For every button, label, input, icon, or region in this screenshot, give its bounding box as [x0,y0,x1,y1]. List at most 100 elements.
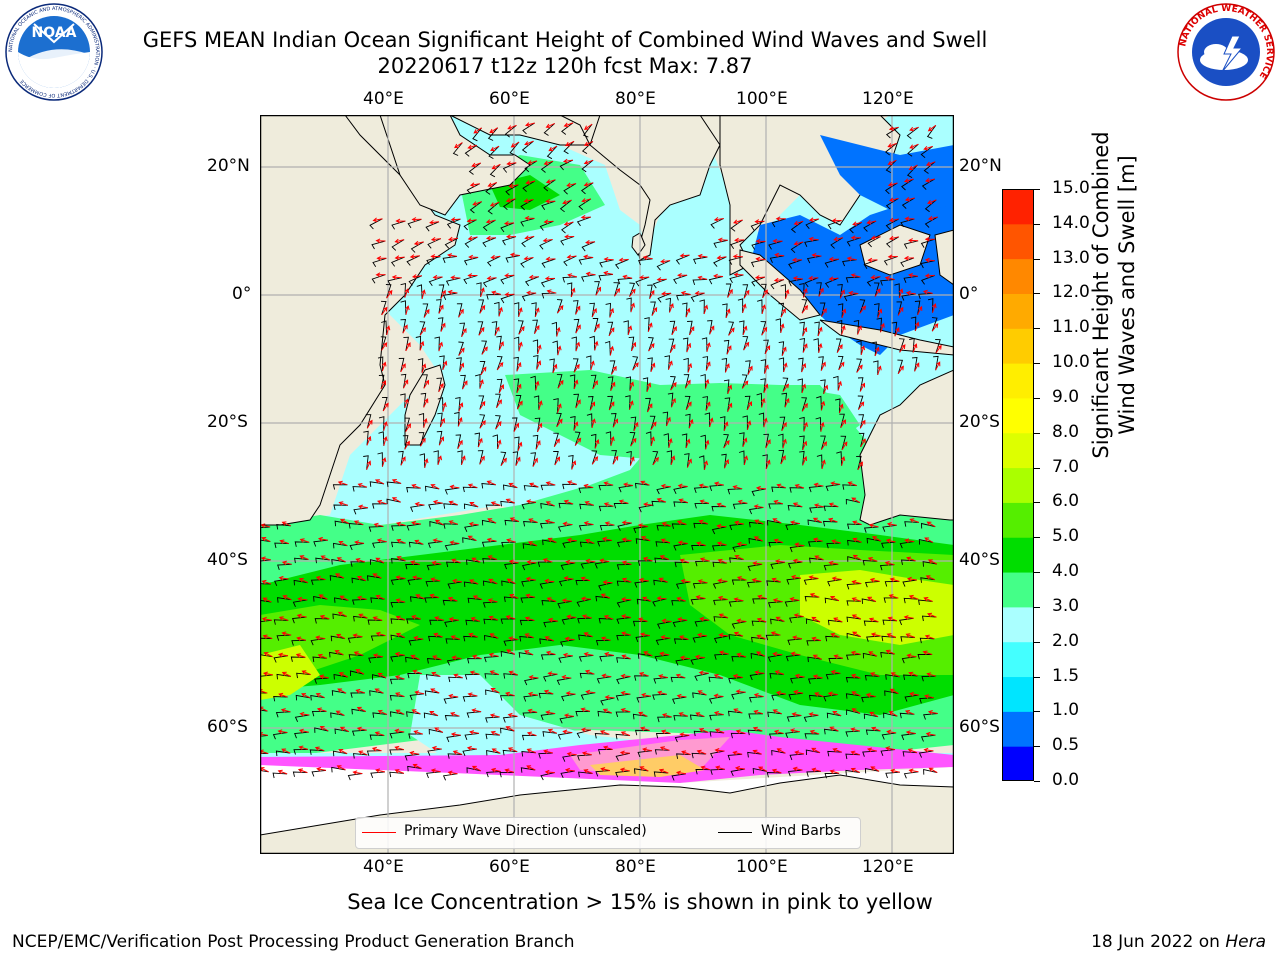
wind-barb [766,772,782,778]
wind-barb [723,379,730,394]
wave-direction-arrow [723,421,729,431]
wind-barb [391,525,406,531]
wind-barb [770,279,785,290]
wind-barb [260,559,271,562]
wind-barb [788,259,803,269]
wave-direction-arrow [561,598,572,603]
wind-barb [331,766,346,773]
wind-barb [713,599,728,606]
wave-direction-arrow [600,767,611,772]
wave-direction-arrow [423,379,430,389]
wave-direction-arrow [466,745,477,751]
wave-direction-arrow [580,576,591,582]
graticule [260,115,954,854]
wave-direction-arrow [773,277,784,283]
wind-barb [885,198,899,210]
wave-direction-arrow [751,578,762,583]
wind-barb [617,522,632,531]
wind-barb [896,301,903,316]
wave-direction-arrow [336,557,346,563]
wind-barb [350,561,365,567]
wind-barb [427,238,441,249]
colorbar-segment [1002,189,1034,225]
wind-barb [390,578,406,586]
lon-label-bottom: 40°E [363,857,404,877]
wave-direction-arrow [571,460,577,470]
wind-barb [700,374,706,389]
wind-barb [644,317,650,332]
wind-barb [352,753,368,759]
wind-barb [390,654,405,662]
wind-barb [293,748,309,755]
wind-barb [655,733,671,739]
wind-barb [466,183,480,195]
wave-direction-arrow [590,360,595,371]
wave-direction-arrow [907,748,918,754]
wave-direction-arrow [467,692,478,697]
colorbar-tick [1034,223,1040,225]
wave-direction-arrow [829,726,839,732]
wind-barb [713,239,728,249]
wave-direction-arrow [811,747,821,754]
wave-direction-arrow [734,237,745,243]
wind-barb [747,751,762,758]
wave-direction-arrow [489,201,500,207]
wave-direction-arrow [319,614,330,620]
colorbar-tick-label: 3.0 [1052,595,1080,616]
wind-barb [847,539,862,546]
wind-barb [760,378,766,393]
wave-direction-arrow [547,537,557,543]
wave-direction-arrow [442,360,448,370]
wave-direction-arrow [914,321,920,332]
wave-direction-arrow [660,483,671,489]
wave-direction-arrow [490,688,500,694]
map-legend: Primary Wave Direction (unscaled) Wind B… [355,817,861,849]
wave-direction-arrow [296,636,307,642]
wind-barb [437,412,443,428]
wind-barb [273,696,288,702]
wind-barb [866,635,881,642]
wind-barb [539,522,555,529]
wave-direction-arrow [642,556,653,562]
colorbar-tick-label: 6.0 [1052,491,1080,512]
wind-barb [786,715,802,722]
wave-direction-arrow [794,750,805,756]
lat-label-right: 60°S [959,717,1000,737]
wind-barb [428,635,443,642]
wind-barb [444,543,460,551]
colorbar-tick-label: 15.0 [1052,178,1090,198]
wave-direction-arrow [491,290,501,296]
wind-barb [667,392,674,408]
wind-barb [919,637,935,644]
wind-barb [539,581,555,589]
wind-barb [496,378,503,394]
wave-direction-arrow [295,653,306,658]
wave-direction-arrow [668,437,673,448]
wave-direction-arrow [651,307,658,316]
wind-barb [822,520,838,527]
wind-barb [595,595,610,602]
wind-barb [572,358,579,373]
wave-direction-arrow [732,750,743,756]
wave-direction-arrow [471,557,481,563]
wind-barb [452,142,463,156]
wave-direction-arrow [479,379,484,389]
wind-barb [486,771,501,778]
wave-direction-arrow [697,253,708,259]
wave-direction-arrow [774,252,785,258]
wind-barb [482,580,498,586]
wind-barb [581,159,594,173]
wind-barb [826,542,841,549]
wind-barb [334,728,349,735]
wave-direction-arrow [447,253,458,258]
wind-barb [635,276,650,287]
wind-barb [763,433,769,449]
wave-direction-arrow [604,652,615,657]
wave-direction-arrow [439,417,445,428]
wind-barb [750,653,765,659]
wave-direction-arrow [410,560,420,565]
wave-direction-arrow [299,555,309,560]
wave-direction-arrow [887,254,898,260]
wave-direction-arrow [404,288,409,298]
wind-barb [519,636,534,642]
